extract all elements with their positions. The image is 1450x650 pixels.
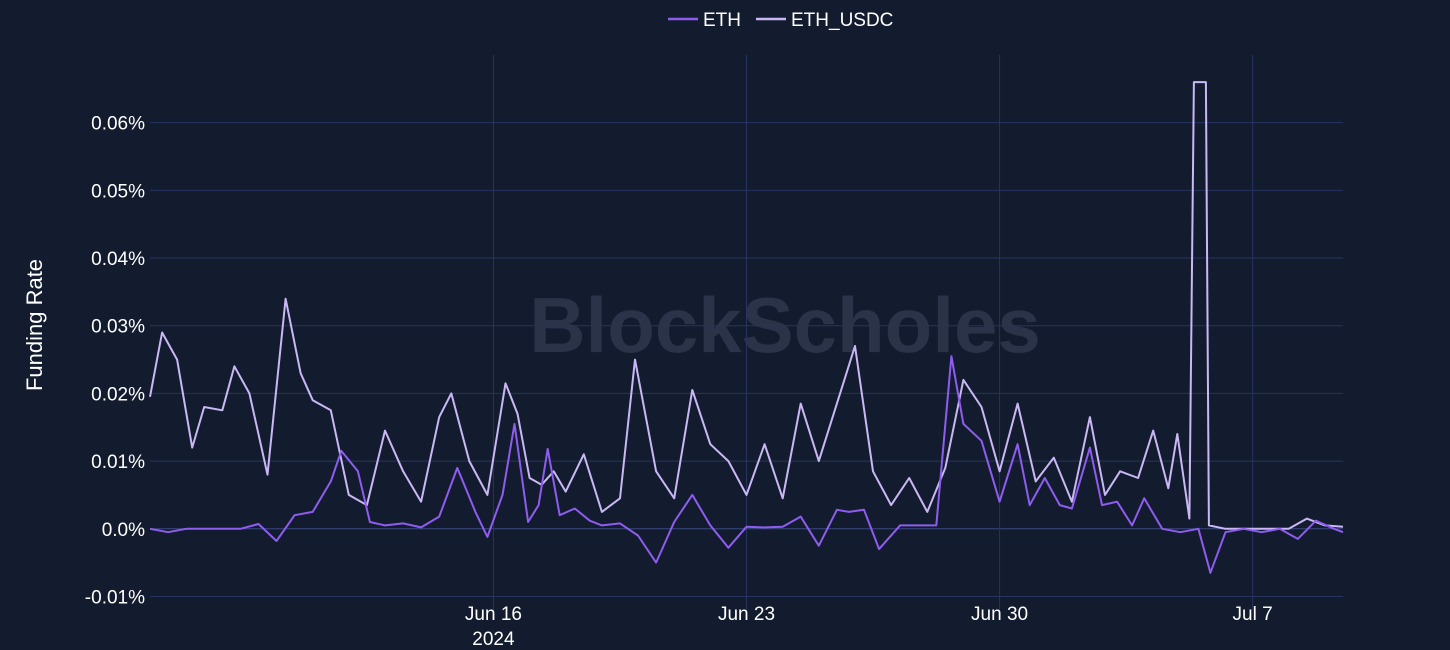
x-tick-label: Jun 30: [971, 604, 1028, 625]
y-tick-label: -0.01%: [85, 587, 145, 608]
legend[interactable]: ETH ETH_USDC: [668, 10, 893, 31]
x-tick-label: Jul 7: [1233, 604, 1273, 625]
series-lines: [149, 81, 1344, 574]
series-line-eth: [149, 355, 1344, 574]
y-tick-label: 0.05%: [91, 181, 145, 202]
y-tick-label: 0.06%: [91, 114, 145, 135]
y-axis-ticks: -0.01% 0.0% 0.01% 0.02% 0.03% 0.04% 0.05% 0.06%: [85, 114, 145, 609]
x-axis-ticks: Jun 16 2024 Jun 23 Jun 30 Jul 7: [465, 604, 1273, 650]
legend-item-eth[interactable]: ETH: [668, 10, 741, 31]
x-tick-label: Jun 16: [465, 604, 522, 625]
y-tick-label: 0.01%: [91, 452, 145, 473]
x-tick-label: Jun 23: [718, 604, 775, 625]
series-line-eth-usdc: [149, 81, 1344, 530]
y-tick-label: 0.03%: [91, 317, 145, 338]
legend-item-eth-usdc[interactable]: ETH_USDC: [756, 10, 893, 31]
legend-label: ETH_USDC: [791, 10, 893, 31]
y-axis-title: Funding Rate: [22, 259, 47, 391]
y-tick-label: 0.04%: [91, 249, 145, 270]
y-tick-label: 0.02%: [91, 384, 145, 405]
watermark-text: BlockScholes: [529, 281, 1041, 369]
y-tick-label: 0.0%: [102, 520, 145, 541]
legend-label: ETH: [703, 10, 741, 31]
x-tick-year-label: 2024: [472, 629, 515, 650]
